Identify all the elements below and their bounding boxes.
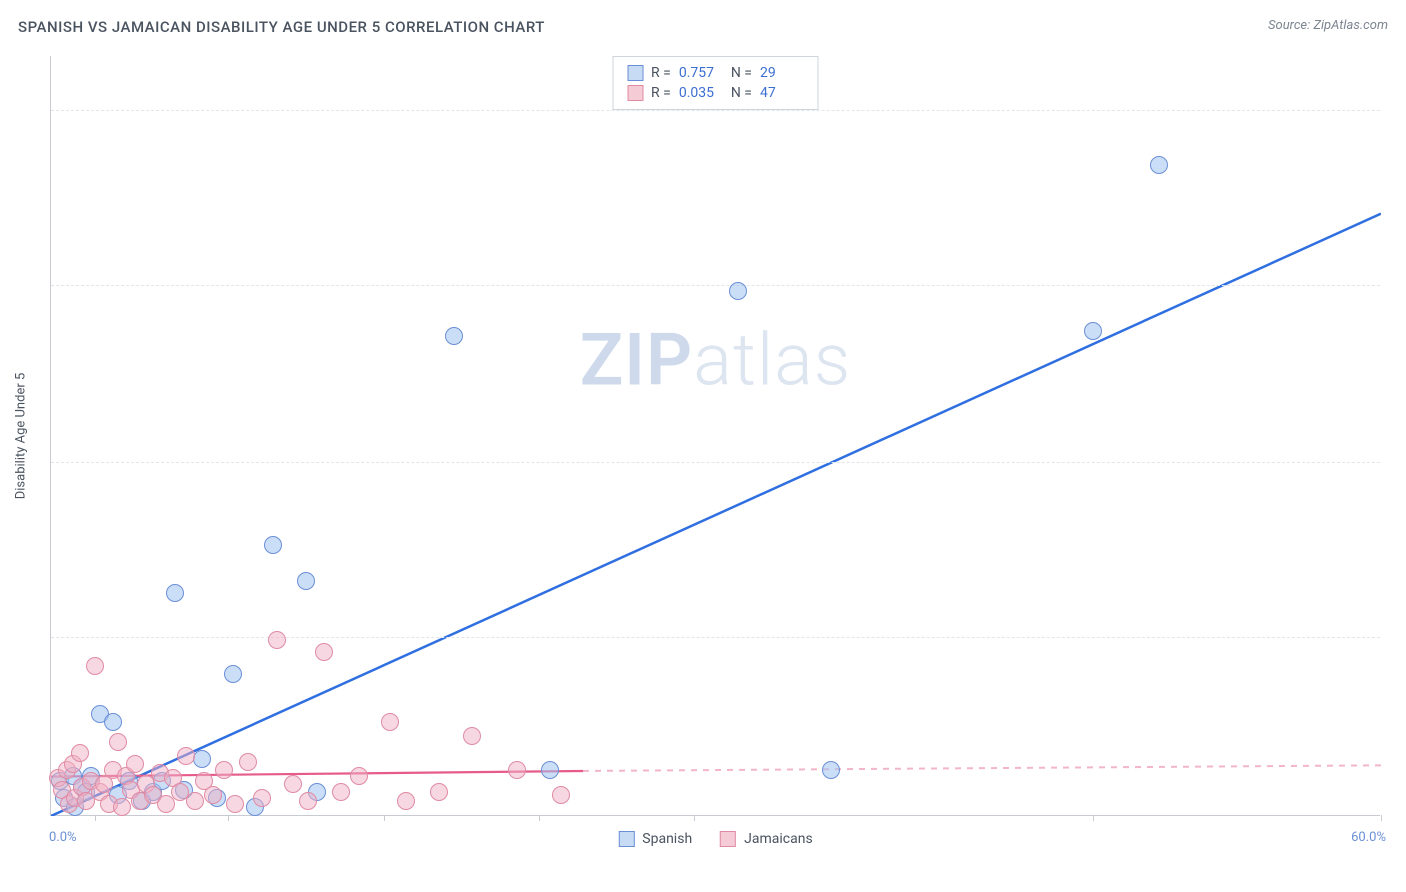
- stats-row: R =0.035N =47: [627, 83, 804, 103]
- data-point: [71, 744, 89, 762]
- data-point: [109, 733, 127, 751]
- data-point: [224, 665, 242, 683]
- gridline: [51, 110, 1380, 111]
- legend-item: Jamaicans: [720, 831, 813, 847]
- data-point: [729, 282, 747, 300]
- data-point: [204, 786, 222, 804]
- data-point: [350, 767, 368, 785]
- legend-swatch: [627, 65, 643, 81]
- data-point: [552, 786, 570, 804]
- data-point: [113, 798, 131, 816]
- source-attribution: Source: ZipAtlas.com: [1268, 18, 1388, 36]
- data-point: [445, 327, 463, 345]
- data-point: [264, 536, 282, 554]
- data-point: [332, 783, 350, 801]
- data-point: [177, 747, 195, 765]
- gridline: [51, 637, 1380, 638]
- data-point: [284, 775, 302, 793]
- stats-row: R =0.757N =29: [627, 63, 804, 83]
- data-point: [397, 792, 415, 810]
- series-legend: Spanish Jamaicans: [618, 831, 812, 847]
- data-point: [508, 761, 526, 779]
- chart-header: SPANISH VS JAMAICAN DISABILITY AGE UNDER…: [0, 0, 1406, 40]
- data-point: [1084, 322, 1102, 340]
- legend-swatch: [618, 831, 634, 847]
- x-tick: [694, 815, 695, 821]
- data-point: [463, 727, 481, 745]
- data-point: [239, 753, 257, 771]
- data-point: [226, 795, 244, 813]
- gridline: [51, 285, 1380, 286]
- legend-swatch: [720, 831, 736, 847]
- correlation-stats-legend: R =0.757N =29R =0.035N =47: [612, 56, 819, 110]
- data-point: [1150, 156, 1168, 174]
- x-tick: [228, 815, 229, 821]
- data-point: [822, 761, 840, 779]
- chart-title: SPANISH VS JAMAICAN DISABILITY AGE UNDER…: [18, 18, 545, 36]
- x-tick: [384, 815, 385, 821]
- data-point: [381, 713, 399, 731]
- data-point: [299, 792, 317, 810]
- data-point: [186, 792, 204, 810]
- data-point: [430, 783, 448, 801]
- gridline: [51, 462, 1380, 463]
- x-max-label: 60.0%: [1351, 830, 1386, 845]
- x-tick: [95, 815, 96, 821]
- data-point: [126, 755, 144, 773]
- data-point: [215, 761, 233, 779]
- x-tick: [539, 815, 540, 821]
- data-point: [297, 572, 315, 590]
- x-tick: [1381, 815, 1382, 821]
- x-min-label: 0.0%: [49, 830, 77, 845]
- watermark: ZIPatlas: [580, 317, 852, 402]
- scatter-plot-area: ZIPatlas Disability Age Under 5 R =0.757…: [50, 56, 1380, 816]
- data-point: [86, 657, 104, 675]
- data-point: [166, 584, 184, 602]
- data-point: [268, 631, 286, 649]
- data-point: [541, 761, 559, 779]
- x-tick: [1093, 815, 1094, 821]
- trend-lines: [51, 56, 1381, 816]
- y-axis-title: Disability Age Under 5: [14, 372, 29, 499]
- data-point: [315, 643, 333, 661]
- data-point: [253, 789, 271, 807]
- legend-swatch: [627, 85, 643, 101]
- data-point: [104, 713, 122, 731]
- data-point: [193, 750, 211, 768]
- legend-item: Spanish: [618, 831, 692, 847]
